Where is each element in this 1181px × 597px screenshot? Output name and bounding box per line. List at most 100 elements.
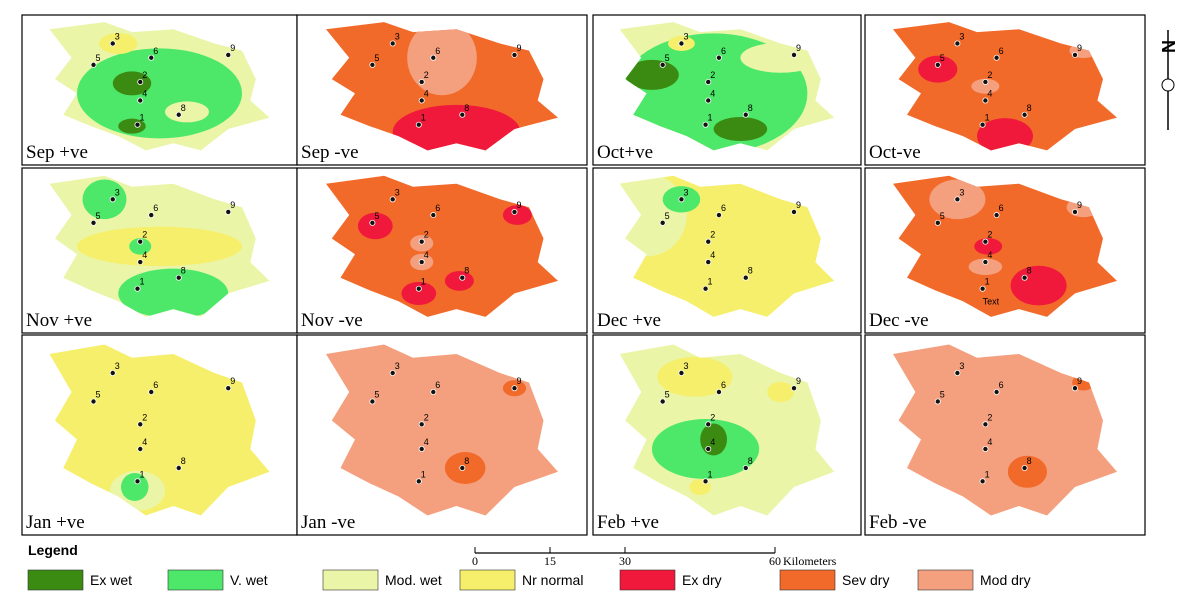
zone xyxy=(401,281,437,305)
scale-tick-label: 60 xyxy=(769,554,781,568)
station xyxy=(954,196,961,203)
station xyxy=(993,212,1000,219)
station-label: 8 xyxy=(748,266,753,276)
station-label: 2 xyxy=(142,70,147,80)
zone xyxy=(165,101,209,123)
station xyxy=(982,238,989,245)
zone xyxy=(121,473,149,501)
station-label: 2 xyxy=(142,412,147,422)
station xyxy=(511,385,518,392)
station xyxy=(430,212,437,219)
station-label: 8 xyxy=(464,266,469,276)
station xyxy=(705,259,712,266)
station xyxy=(954,40,961,47)
panel-label: Jan -ve xyxy=(301,512,355,533)
station-label: 9 xyxy=(796,376,801,386)
station-label: 6 xyxy=(721,46,726,56)
station-label: 4 xyxy=(987,250,992,260)
station-label: 4 xyxy=(424,89,429,99)
station-label: 1 xyxy=(708,113,713,123)
station-label: 2 xyxy=(710,230,715,240)
station-label: 8 xyxy=(181,456,186,466)
station xyxy=(982,445,989,452)
zone xyxy=(625,59,679,90)
station xyxy=(982,78,989,85)
zone xyxy=(112,71,152,96)
panel-label: Dec +ve xyxy=(597,310,661,331)
station-label: 2 xyxy=(710,412,715,422)
station xyxy=(979,121,986,128)
map-panel: 1 2 3 4 5 6 8 9 Jan +ve xyxy=(21,334,298,536)
station xyxy=(90,219,97,226)
station xyxy=(109,196,116,203)
station-label: 9 xyxy=(517,376,522,386)
station xyxy=(705,78,712,85)
station-label: 8 xyxy=(181,103,186,113)
station-label: 5 xyxy=(665,390,670,400)
zone xyxy=(974,238,1003,255)
station xyxy=(705,445,712,452)
station-label: 2 xyxy=(710,70,715,80)
station-label: 1 xyxy=(985,113,990,123)
station xyxy=(934,398,941,405)
station xyxy=(791,385,798,392)
station xyxy=(134,285,141,292)
station xyxy=(982,421,989,428)
station-label: 9 xyxy=(1077,376,1082,386)
station-label: 8 xyxy=(748,103,753,113)
station-label: 3 xyxy=(115,32,120,42)
station-label: 9 xyxy=(1077,43,1082,53)
station xyxy=(982,97,989,104)
station-label: 6 xyxy=(721,380,726,390)
legend-swatch xyxy=(167,569,224,591)
station xyxy=(369,398,376,405)
scale-unit: Kilometers xyxy=(783,554,837,568)
station xyxy=(1021,111,1028,118)
scale-tick-label: 30 xyxy=(619,554,631,568)
station-label: 3 xyxy=(959,361,964,371)
station-label: 3 xyxy=(395,361,400,371)
panel-label: Feb -ve xyxy=(869,512,927,533)
station xyxy=(225,385,232,392)
panel-label: Oct-ve xyxy=(869,142,921,163)
legend-label: Mod dry xyxy=(980,572,1031,588)
station-label: 3 xyxy=(683,361,688,371)
station-label: 2 xyxy=(424,412,429,422)
station xyxy=(148,212,155,219)
scale-tick-label: 0 xyxy=(472,554,478,568)
scale-tick-label: 15 xyxy=(544,554,556,568)
zone xyxy=(407,22,477,96)
station xyxy=(175,464,182,471)
zone-group xyxy=(392,22,521,151)
station-label: 5 xyxy=(665,53,670,63)
station-label: 2 xyxy=(987,70,992,80)
station xyxy=(90,61,97,68)
map-panel: 1 2 3 4 5 6 8 9 Feb -ve xyxy=(864,334,1146,536)
legend-swatch xyxy=(322,569,379,591)
station-label: 5 xyxy=(940,53,945,63)
station-label: 6 xyxy=(435,203,440,213)
station-label: 9 xyxy=(796,43,801,53)
station-label: 6 xyxy=(721,203,726,213)
zone xyxy=(1010,265,1067,306)
station-label: 5 xyxy=(665,211,670,221)
station-label: 4 xyxy=(424,250,429,260)
station xyxy=(137,445,144,452)
station-label: 3 xyxy=(115,187,120,197)
station-label: 2 xyxy=(987,230,992,240)
panel-label: Nov +ve xyxy=(26,310,92,331)
zone xyxy=(444,270,474,291)
station xyxy=(109,369,116,376)
zone xyxy=(1007,455,1047,488)
station xyxy=(430,388,437,395)
station xyxy=(418,78,425,85)
station xyxy=(415,121,422,128)
station xyxy=(90,398,97,405)
station xyxy=(389,196,396,203)
zone-group xyxy=(619,33,821,151)
zone xyxy=(740,42,821,73)
station xyxy=(1021,274,1028,281)
station-label: 8 xyxy=(1027,456,1032,466)
station-label: 6 xyxy=(999,380,1004,390)
map-panel: 1 2 3 4 5 6 8 9 Sep -ve xyxy=(296,14,588,166)
